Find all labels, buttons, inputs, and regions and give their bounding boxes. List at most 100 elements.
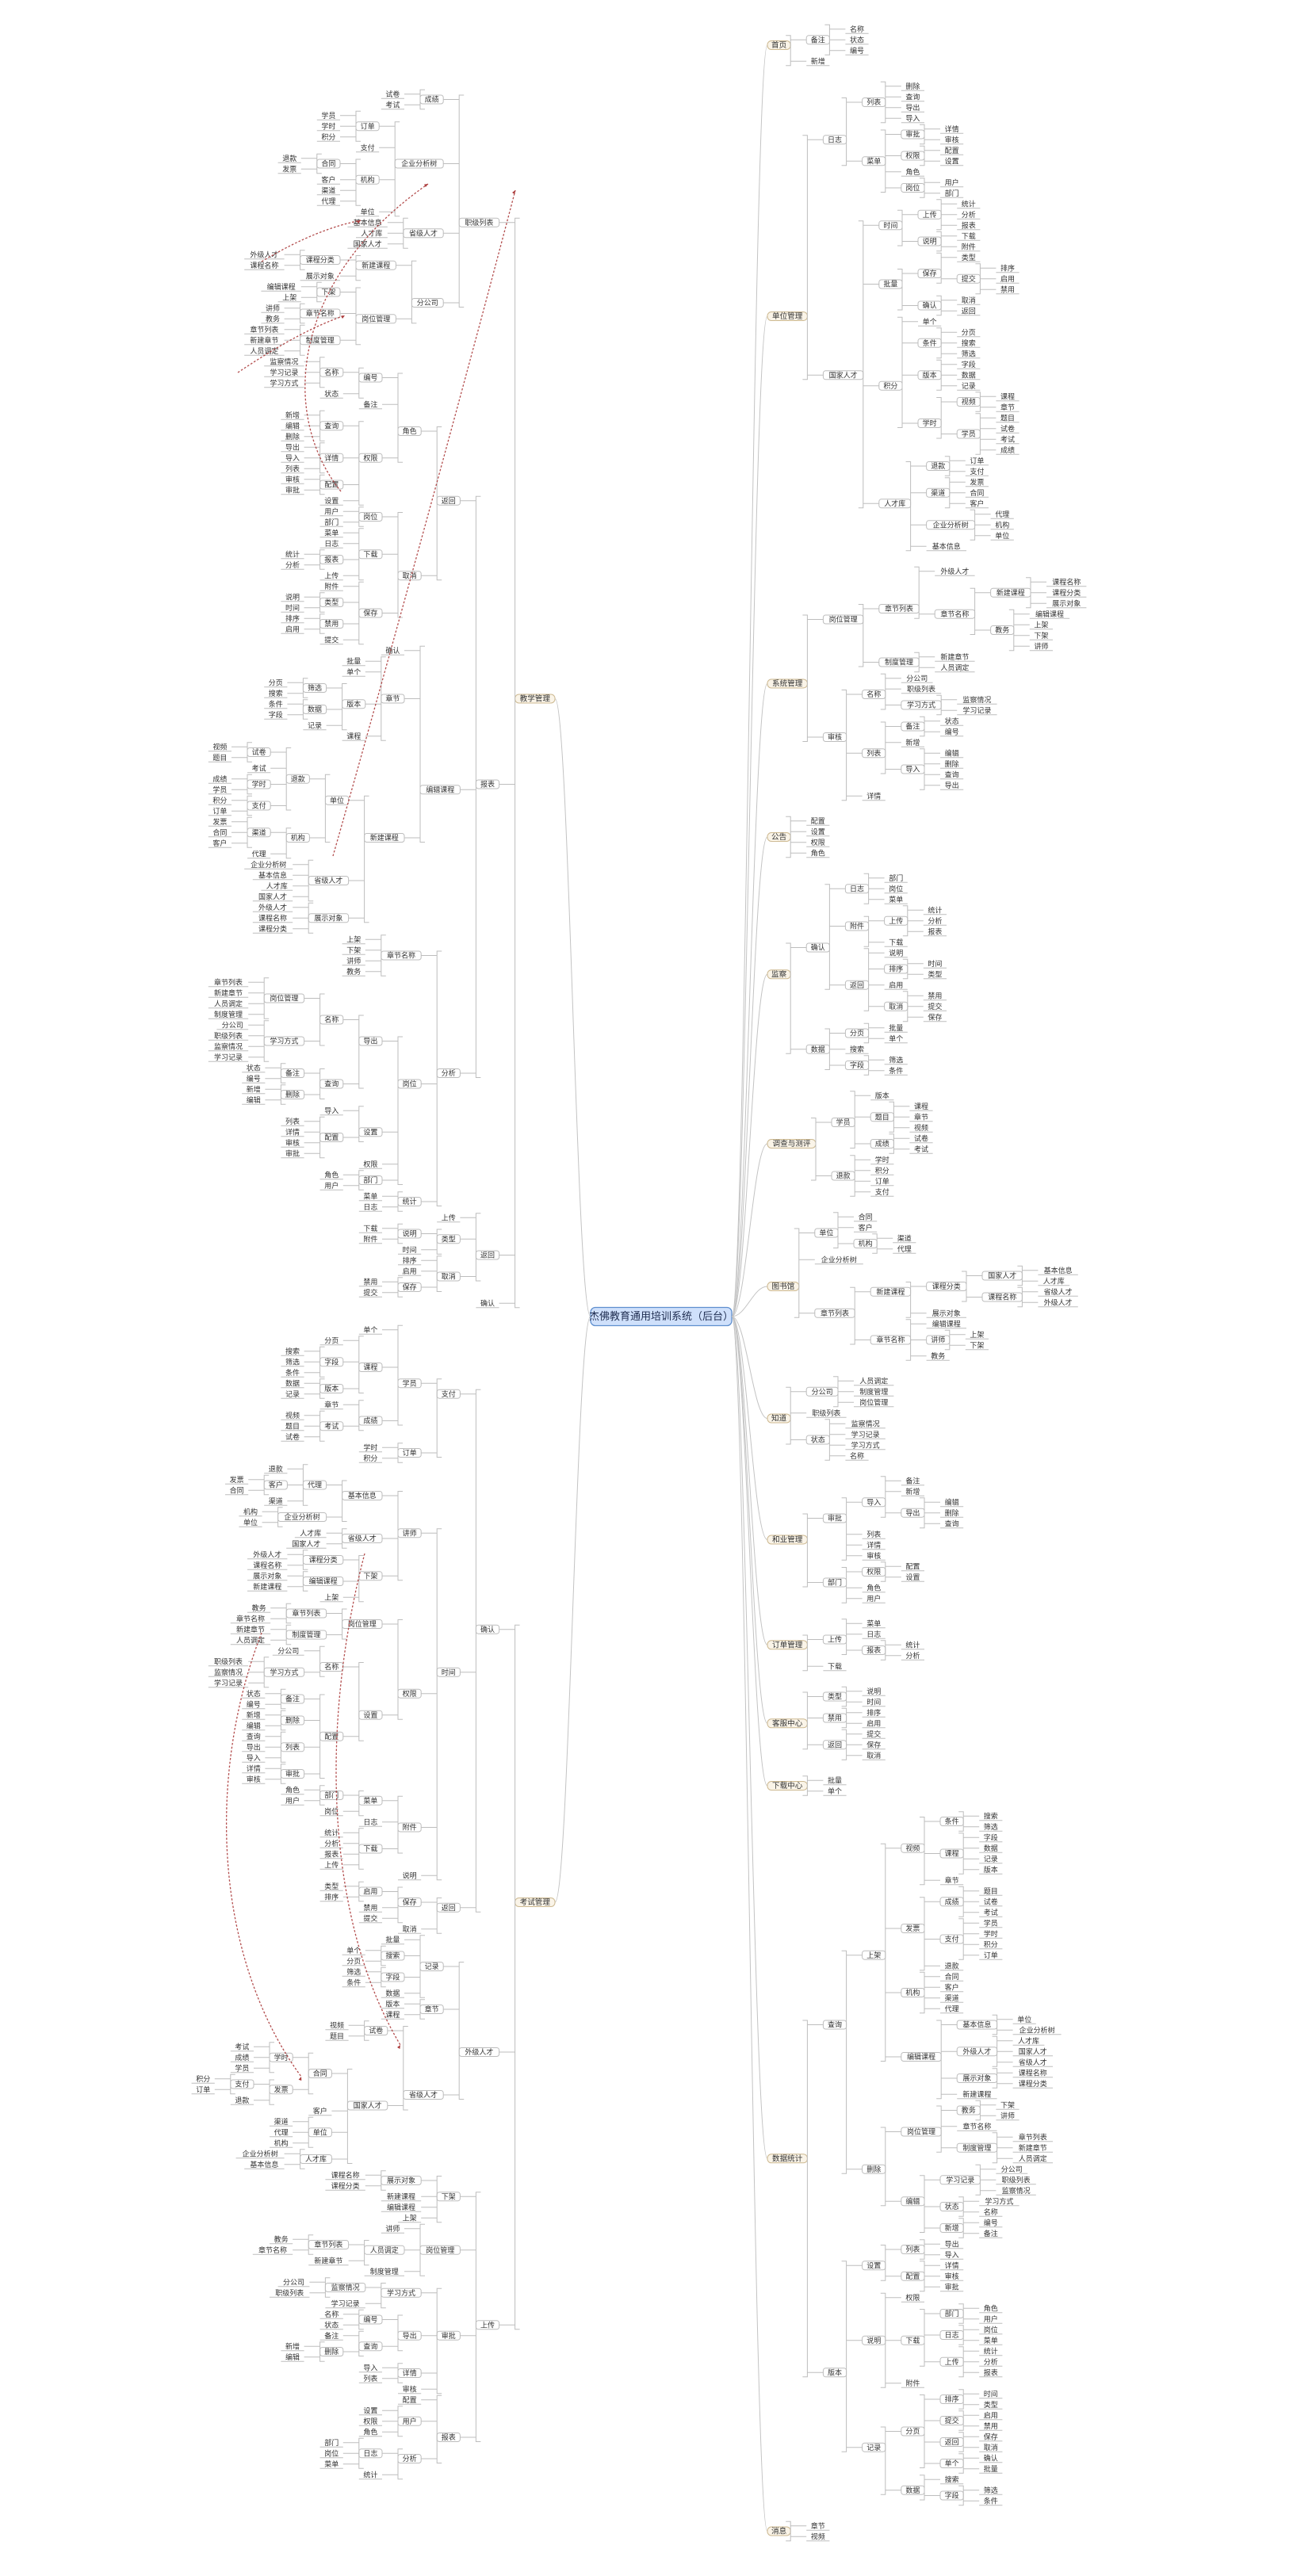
svg-text:保存: 保存 [363,609,377,617]
svg-text:新增: 新增 [945,2223,959,2232]
svg-text:详情: 详情 [866,791,881,800]
svg-text:学时: 学时 [321,121,335,130]
svg-text:编辑: 编辑 [247,1095,261,1104]
svg-text:考试: 考试 [324,1421,339,1430]
svg-text:下载: 下载 [905,2336,920,2345]
svg-text:记录: 记录 [866,2444,881,2452]
svg-text:章节名称: 章节名称 [306,309,335,318]
svg-text:学时: 学时 [363,1443,377,1451]
svg-text:搜索: 搜索 [962,338,976,347]
svg-text:角色: 角色 [866,1583,881,1592]
svg-text:记录: 记录 [308,721,322,729]
svg-text:章节列表: 章节列表 [1019,2132,1047,2141]
svg-text:课程名称: 课程名称 [331,2170,360,2179]
svg-text:导出: 导出 [363,1037,377,1045]
svg-text:排序: 排序 [285,613,300,622]
svg-text:导入: 导入 [363,2364,377,2372]
svg-text:教学管理: 教学管理 [520,694,551,704]
svg-text:上架: 上架 [866,1951,881,1959]
svg-text:发票: 发票 [230,1475,244,1484]
svg-text:国家人才: 国家人才 [292,1539,320,1548]
svg-text:人才库: 人才库 [361,228,382,237]
svg-text:导出: 导出 [247,1742,261,1751]
svg-text:代理: 代理 [897,1245,912,1253]
svg-text:基本信息: 基本信息 [258,870,287,879]
svg-text:下架: 下架 [970,1341,984,1349]
svg-text:版本: 版本 [923,370,937,379]
svg-text:分公司: 分公司 [283,2278,304,2286]
svg-text:分析: 分析 [905,1651,920,1660]
svg-text:查询: 查询 [905,92,920,101]
svg-text:合同: 合同 [859,1212,873,1221]
svg-text:导入: 导入 [247,1754,261,1762]
svg-text:备注: 备注 [363,399,377,408]
svg-text:状态: 状态 [324,389,339,398]
svg-text:课程名称: 课程名称 [250,261,278,269]
svg-text:发票: 发票 [282,164,296,173]
svg-text:监察: 监察 [771,969,787,979]
svg-text:备注: 备注 [984,2229,998,2238]
svg-text:菜单: 菜单 [324,2459,339,2468]
svg-text:新建课程: 新建课程 [370,833,399,842]
svg-text:分公司: 分公司 [906,675,928,682]
svg-text:支付: 支付 [361,143,375,151]
svg-text:学习记录: 学习记录 [214,1053,243,1061]
svg-text:确认: 确认 [984,2453,998,2462]
svg-text:客户: 客户 [212,839,227,847]
svg-text:附件: 附件 [850,922,864,931]
svg-text:新增: 新增 [247,1710,261,1719]
svg-text:报表: 报表 [324,555,339,564]
svg-text:角色: 角色 [363,2427,377,2436]
svg-text:编号: 编号 [984,2218,998,2226]
svg-text:权限: 权限 [811,838,825,847]
svg-text:退款: 退款 [836,1171,851,1180]
svg-text:条件: 条件 [984,2496,998,2505]
svg-text:监察情况: 监察情况 [214,1041,243,1050]
svg-text:代理: 代理 [321,197,335,205]
svg-text:公告: 公告 [771,832,787,842]
svg-text:分页: 分页 [324,1336,339,1344]
svg-text:名称: 名称 [324,2310,339,2318]
svg-text:配置: 配置 [324,1133,339,1141]
svg-text:统计: 统计 [984,2346,998,2355]
svg-text:分页: 分页 [962,328,976,336]
svg-text:人员调定: 人员调定 [1019,2154,1047,2162]
svg-text:确认: 确认 [923,301,937,310]
svg-text:基本信息: 基本信息 [354,218,382,227]
svg-text:筛选: 筛选 [346,1967,361,1976]
svg-text:部门: 部门 [945,2309,959,2318]
svg-text:成绩: 成绩 [212,774,227,783]
svg-text:禁用: 禁用 [928,992,942,999]
svg-text:课程名称: 课程名称 [258,913,287,922]
svg-text:权限: 权限 [905,151,920,160]
svg-text:渠道: 渠道 [269,1496,283,1505]
svg-text:编辑课程: 编辑课程 [267,282,296,291]
svg-text:分页: 分页 [850,1030,864,1038]
svg-text:试卷: 试卷 [914,1133,928,1142]
svg-text:订单: 订单 [361,121,375,130]
svg-text:课程: 课程 [1000,392,1015,400]
svg-text:岗位管理: 岗位管理 [270,994,298,1003]
svg-text:新建章节: 新建章节 [940,652,969,661]
svg-text:日志: 日志 [324,539,339,548]
svg-text:统计: 统计 [928,905,942,914]
svg-text:角色: 角色 [811,848,825,857]
svg-text:查询: 查询 [324,1080,339,1088]
svg-text:状态: 状态 [247,1063,261,1072]
svg-text:设置: 设置 [363,2406,377,2414]
svg-text:角色: 角色 [403,426,417,435]
svg-text:删除: 删除 [866,2165,881,2173]
svg-text:人才库: 人才库 [305,2154,327,2163]
svg-text:上架: 上架 [1034,621,1048,629]
svg-text:人员调定: 人员调定 [370,2245,399,2254]
svg-text:类型: 类型 [324,598,339,606]
svg-text:学习方式: 学习方式 [907,701,935,709]
svg-text:分页: 分页 [346,1957,361,1965]
svg-text:提交: 提交 [945,2416,959,2425]
svg-text:编号: 编号 [850,46,864,55]
svg-text:视频: 视频 [905,1844,920,1852]
svg-text:数据: 数据 [385,1989,400,1997]
svg-text:时间: 时间 [866,1697,881,1706]
svg-text:审核: 审核 [866,1551,881,1560]
svg-text:字段: 字段 [850,1061,864,1069]
